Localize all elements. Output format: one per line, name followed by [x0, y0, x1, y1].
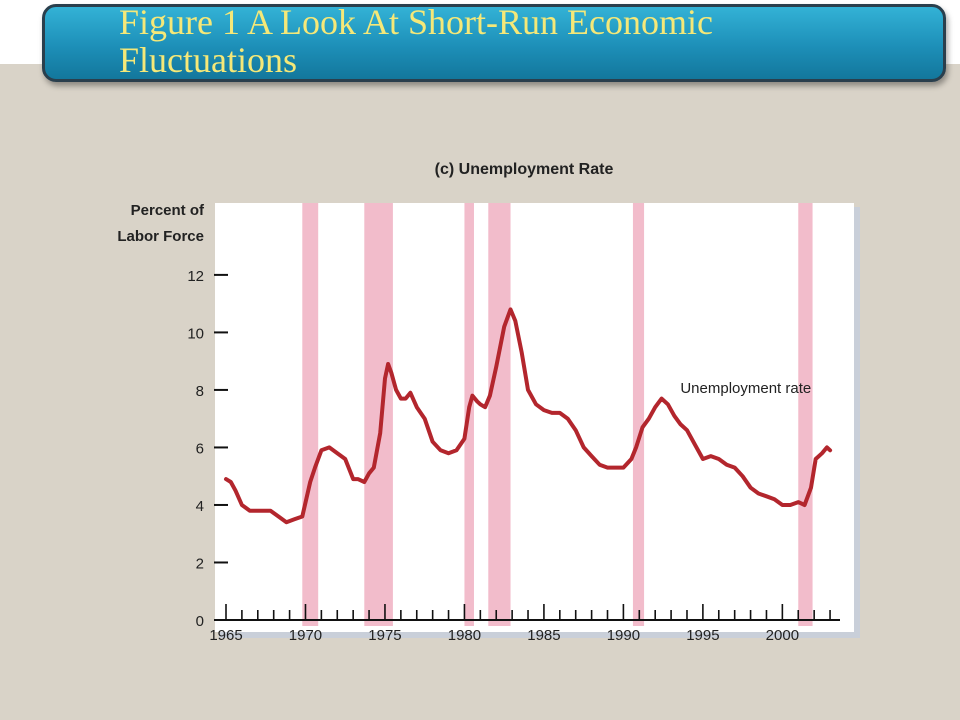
recession-band — [364, 203, 393, 626]
plot-panel-background — [215, 203, 854, 632]
recession-band — [632, 203, 645, 626]
recession-band — [302, 203, 319, 626]
y-tick-label: 10 — [187, 325, 204, 342]
slide-title: Figure 1 A Look At Short-Run Economic Fl… — [119, 2, 713, 80]
y-tick-label: 6 — [196, 440, 204, 457]
x-tick-label: 2000 — [766, 627, 799, 644]
y-tick-label: 12 — [187, 268, 204, 285]
x-tick-label: 1965 — [209, 627, 242, 644]
x-tick-label: 1980 — [448, 627, 481, 644]
x-tick-label: 1975 — [368, 627, 401, 644]
y-tick-label: 2 — [196, 555, 204, 572]
x-tick-label: 1995 — [686, 627, 719, 644]
y-axis-label: Labor Force — [117, 228, 204, 245]
x-tick-label: 1970 — [289, 627, 322, 644]
x-tick-label: 1990 — [607, 627, 640, 644]
series-line-unemployment-rate — [224, 307, 833, 525]
title-banner: Figure 1 A Look At Short-Run Economic Fl… — [42, 2, 946, 82]
y-tick-label: 0 — [196, 613, 204, 630]
recession-band — [798, 203, 813, 626]
series-annotation: Unemployment rate — [680, 380, 811, 397]
recession-band — [488, 203, 511, 626]
chart-title: (c) Unemployment Rate — [435, 161, 614, 178]
y-tick-label: 8 — [196, 383, 204, 400]
y-tick-label: 4 — [196, 498, 204, 515]
x-tick-label: 1985 — [527, 627, 560, 644]
y-axis-label: Percent of — [131, 202, 205, 219]
